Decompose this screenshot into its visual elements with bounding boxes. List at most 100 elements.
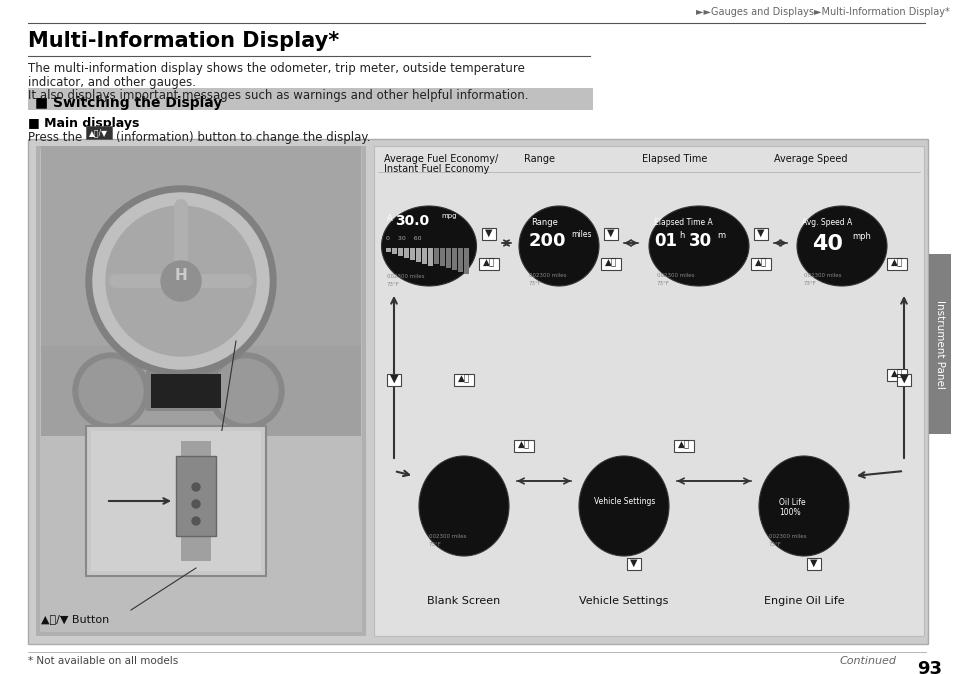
Bar — [428, 248, 433, 266]
Bar — [40, 150, 361, 632]
Ellipse shape — [796, 206, 886, 286]
Text: Elapsed Time: Elapsed Time — [641, 154, 706, 164]
Text: ▲ⓘ: ▲ⓘ — [604, 259, 617, 268]
Text: 73°F: 73°F — [657, 281, 669, 286]
Text: mph: mph — [851, 232, 870, 241]
Text: 93: 93 — [917, 660, 942, 674]
Text: 0    30    60: 0 30 60 — [386, 236, 421, 241]
Text: 002300 miles: 002300 miles — [768, 534, 805, 539]
Bar — [896, 374, 910, 386]
Text: ▼: ▼ — [809, 558, 817, 568]
Text: mpg: mpg — [440, 213, 456, 219]
Bar — [886, 258, 906, 270]
Bar — [928, 254, 950, 434]
Text: Continued: Continued — [840, 656, 896, 666]
Text: ▲ⓘ: ▲ⓘ — [482, 259, 495, 268]
Text: 73°F: 73°F — [429, 542, 441, 547]
Bar — [151, 374, 221, 408]
Text: 01: 01 — [654, 232, 677, 250]
Bar — [753, 228, 767, 240]
Circle shape — [79, 359, 143, 423]
Bar — [806, 558, 821, 570]
Bar — [750, 258, 770, 270]
Text: Average Speed: Average Speed — [773, 154, 846, 164]
Text: 100%: 100% — [779, 508, 800, 517]
Text: m: m — [717, 231, 724, 240]
Bar — [626, 558, 640, 570]
Bar — [28, 88, 593, 110]
Text: ▲ⓘ: ▲ⓘ — [890, 259, 902, 268]
Circle shape — [161, 261, 201, 301]
Text: ▲ⓘ: ▲ⓘ — [754, 259, 766, 268]
Bar — [91, 431, 261, 571]
Text: Average Fuel Economy/: Average Fuel Economy/ — [384, 154, 497, 164]
Circle shape — [92, 193, 269, 369]
Text: ▼: ▼ — [899, 374, 907, 384]
Bar — [410, 248, 415, 260]
Text: Blank Screen: Blank Screen — [427, 596, 500, 606]
Text: Engine Oil Life: Engine Oil Life — [763, 596, 843, 606]
Ellipse shape — [381, 206, 476, 286]
Text: 30.0: 30.0 — [395, 214, 429, 228]
Circle shape — [192, 517, 200, 525]
Text: H: H — [174, 268, 187, 284]
Text: Vehicle Settings: Vehicle Settings — [594, 497, 655, 506]
Circle shape — [192, 483, 200, 491]
Bar — [387, 374, 400, 386]
Text: Range: Range — [531, 218, 558, 227]
Text: 30: 30 — [688, 232, 711, 250]
Text: 002300 miles: 002300 miles — [803, 273, 841, 278]
Text: 002300 miles: 002300 miles — [387, 274, 424, 279]
Text: Press the: Press the — [28, 131, 82, 144]
Text: 002300 miles: 002300 miles — [529, 273, 566, 278]
Text: 73°F: 73°F — [768, 542, 781, 547]
Text: ■ Main displays: ■ Main displays — [28, 117, 139, 130]
Bar — [416, 248, 420, 262]
Text: ■ Switching the Display: ■ Switching the Display — [35, 96, 222, 110]
Text: 73°F: 73°F — [387, 282, 399, 287]
Text: * Not available on all models: * Not available on all models — [28, 656, 178, 666]
Text: 73°F: 73°F — [529, 281, 541, 286]
Bar — [86, 426, 266, 576]
Bar — [41, 346, 360, 436]
Bar — [386, 248, 391, 252]
Text: Range: Range — [523, 154, 555, 164]
Bar — [603, 228, 618, 240]
Bar — [397, 248, 402, 256]
Text: ▲ⓘ/▼: ▲ⓘ/▼ — [89, 128, 108, 137]
Bar — [478, 258, 498, 270]
Text: Instant Fuel Economy: Instant Fuel Economy — [384, 164, 489, 174]
Bar — [481, 228, 496, 240]
Bar — [886, 369, 906, 381]
Circle shape — [213, 359, 277, 423]
Text: h: h — [679, 231, 683, 240]
Text: ▼: ▼ — [485, 228, 493, 238]
Bar — [421, 248, 427, 264]
Text: The multi-information display shows the odometer, trip meter, outside temperatur: The multi-information display shows the … — [28, 62, 524, 75]
Text: 73°F: 73°F — [803, 281, 816, 286]
Text: (information) button to change the display.: (information) button to change the displ… — [116, 131, 370, 144]
Ellipse shape — [759, 456, 848, 556]
Text: Oil Life: Oil Life — [779, 498, 804, 507]
Bar — [446, 248, 451, 268]
Bar — [181, 441, 211, 561]
Bar — [454, 374, 474, 386]
Text: ▲ⓘ/▼ Button: ▲ⓘ/▼ Button — [41, 614, 110, 624]
Text: Instrument Panel: Instrument Panel — [934, 299, 944, 388]
Bar — [36, 146, 366, 636]
Text: 002300 miles: 002300 miles — [429, 534, 466, 539]
Bar — [28, 139, 927, 644]
Bar — [514, 440, 534, 452]
Text: A: A — [387, 214, 393, 223]
Text: ▼: ▼ — [390, 374, 397, 384]
Bar — [403, 248, 409, 258]
Text: It also displays important messages such as warnings and other helpful informati: It also displays important messages such… — [28, 89, 528, 102]
Circle shape — [208, 353, 284, 429]
Text: Avg. Speed A: Avg. Speed A — [801, 218, 851, 227]
Text: 40: 40 — [811, 234, 842, 254]
Text: 002300 miles: 002300 miles — [657, 273, 694, 278]
Bar — [175, 456, 215, 536]
Bar — [673, 440, 693, 452]
Text: ▲ⓘ: ▲ⓘ — [678, 441, 689, 450]
Ellipse shape — [418, 456, 509, 556]
